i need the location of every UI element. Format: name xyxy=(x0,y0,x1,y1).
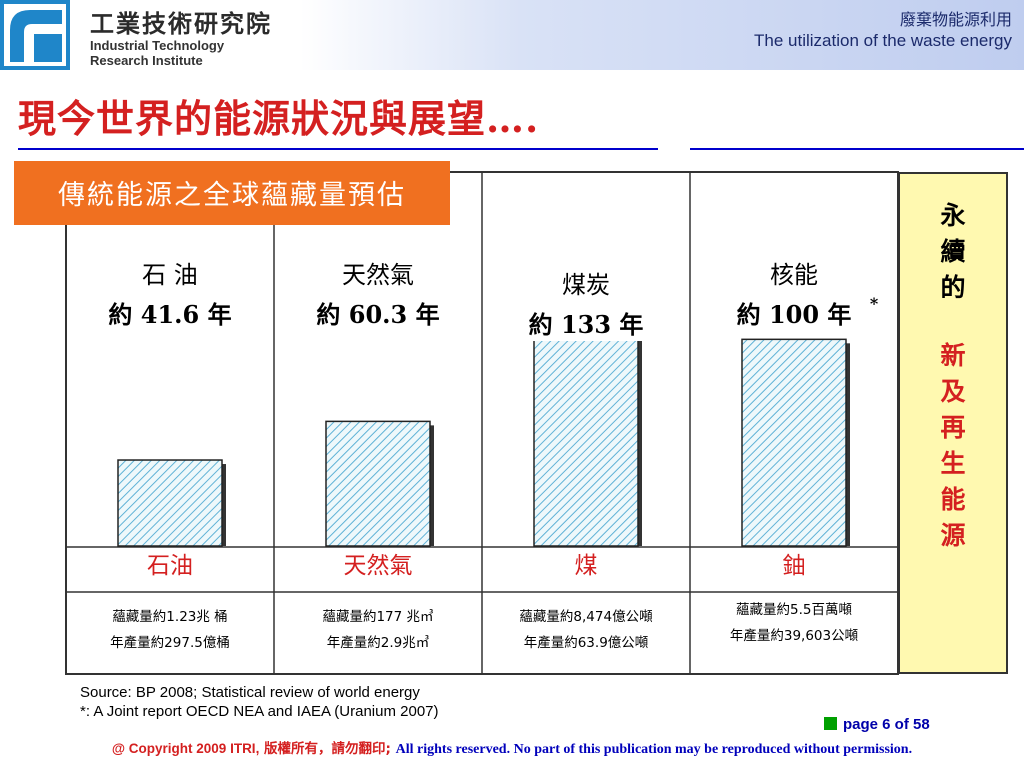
category-label: 天然氣 xyxy=(344,553,413,579)
footer-copyright-zh: 版權所有，請勿翻印; xyxy=(264,741,391,757)
label-backdrop xyxy=(529,267,643,341)
sidebar-char: 的 xyxy=(940,273,965,302)
reserve-label: 蘊藏量約5.5百萬噸 xyxy=(736,602,852,618)
page-square-icon xyxy=(824,717,837,730)
itri-logo-icon xyxy=(0,0,70,70)
page-indicator-text: page 6 of 58 xyxy=(843,716,930,733)
sidebar-char: 能 xyxy=(940,485,965,514)
category-label: 鈾 xyxy=(783,553,806,579)
org-name-en-line2: Research Institute xyxy=(90,53,203,68)
production-label: 年產量約2.9兆㎥ xyxy=(327,634,429,651)
footnote-line: *: A Joint report OECD NEA and IAEA (Ura… xyxy=(80,703,439,720)
chart-title: 傳統能源之全球蘊藏量預估 xyxy=(58,180,406,211)
chart-title-box xyxy=(14,161,450,225)
bar-value-label: 約 60.3 年 xyxy=(316,300,439,329)
slide-title: 現今世界的能源狀況與展望…. xyxy=(18,96,540,141)
bar xyxy=(741,338,847,547)
bar-name-label: 石 油 xyxy=(142,261,198,289)
header-bar: 工業技術研究院 Industrial Technology Research I… xyxy=(0,0,1024,70)
bar-value-label: 約 100 年 xyxy=(737,300,852,329)
reserve-label: 蘊藏量約8,474億公噸 xyxy=(519,609,652,625)
footnote-mark: * xyxy=(870,294,879,313)
org-name-en-line1: Industrial Technology xyxy=(90,38,225,53)
bar-name-label: 天然氣 xyxy=(342,261,414,289)
sidebar-char: 新 xyxy=(940,341,965,370)
bar xyxy=(325,420,431,547)
production-label: 年產量約63.9億公噸 xyxy=(524,634,649,651)
sidebar-char: 及 xyxy=(940,377,965,406)
org-name-zh: 工業技術研究院 xyxy=(90,10,272,38)
source-notes: Source: BP 2008; Statistical review of w… xyxy=(80,683,439,721)
bar-value-label: 約 41.6 年 xyxy=(108,300,231,329)
production-label: 年產量約39,603公噸 xyxy=(730,627,858,644)
title-underline-left xyxy=(18,148,658,150)
sidebar-char: 再 xyxy=(940,413,965,442)
sidebar-char: 生 xyxy=(940,449,965,478)
sidebar-char: 永 xyxy=(940,201,965,230)
bar-value-label: 約 133 年 xyxy=(529,310,644,339)
topic-zh: 廢棄物能源利用 xyxy=(899,10,1012,29)
footer-rights: All rights reserved. No part of this pub… xyxy=(395,742,913,757)
sidebar-char: 續 xyxy=(940,237,965,266)
bar xyxy=(117,459,223,547)
org-name-en: Industrial Technology Research Institute xyxy=(90,38,224,68)
category-label: 煤 xyxy=(575,553,598,579)
category-label: 石油 xyxy=(147,553,193,579)
production-label: 年產量約297.5億桶 xyxy=(110,634,230,651)
bar-name-label: 煤炭 xyxy=(562,271,610,299)
source-line: Source: BP 2008; Statistical review of w… xyxy=(80,684,420,701)
title-underline-right xyxy=(690,148,1024,150)
page-indicator: page 6 of 58 xyxy=(824,716,930,733)
footer-copyright: @ Copyright 2009 ITRI, xyxy=(111,741,260,756)
reserve-label: 蘊藏量約177 兆㎥ xyxy=(322,609,433,625)
topic-en: The utilization of the waste energy xyxy=(754,31,1012,50)
reserve-label: 蘊藏量約1.23兆 桶 xyxy=(112,609,227,625)
footer: @ Copyright 2009 ITRI, 版權所有，請勿翻印; All ri… xyxy=(0,737,1024,758)
sidebar-char: 源 xyxy=(940,521,965,550)
bar-name-label: 核能 xyxy=(770,261,818,289)
